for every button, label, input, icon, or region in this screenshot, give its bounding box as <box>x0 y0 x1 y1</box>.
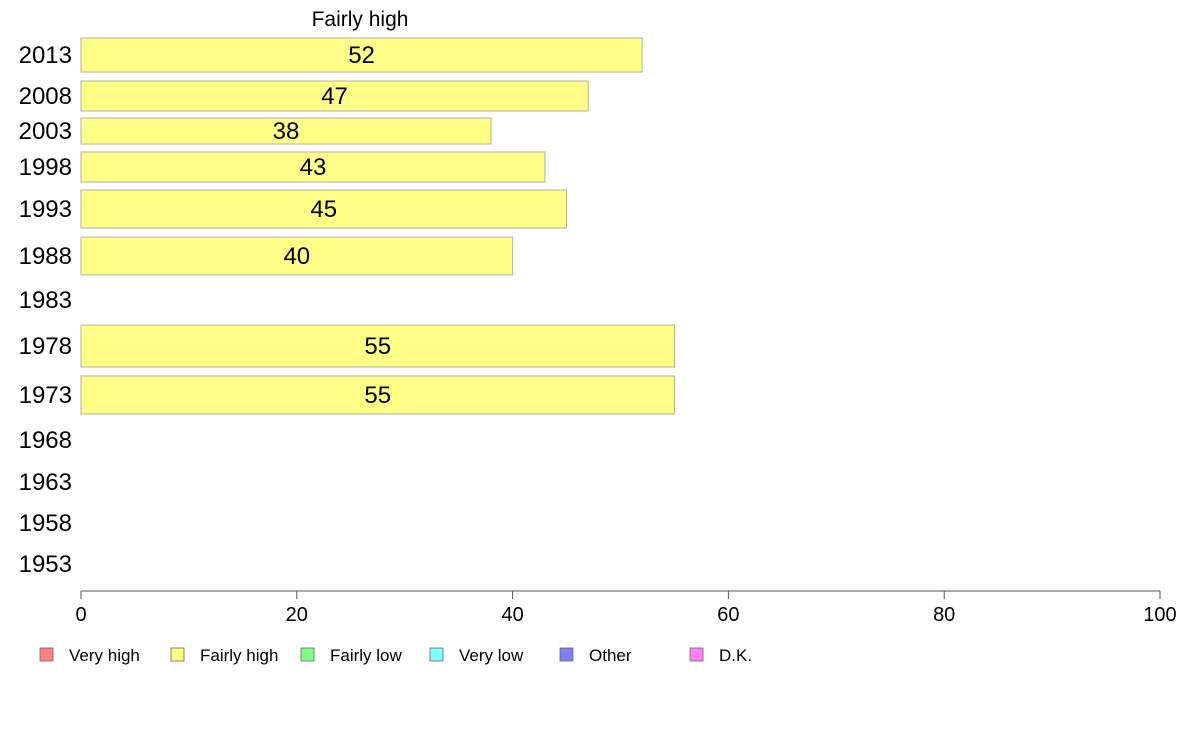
legend-label: Very high <box>69 646 140 665</box>
x-tick-label: 60 <box>717 604 739 626</box>
x-tick-label: 20 <box>286 604 308 626</box>
bar-value-label: 55 <box>364 382 391 409</box>
y-tick-label: 1963 <box>19 469 72 496</box>
y-tick-label: 1953 <box>19 551 72 578</box>
bar <box>80 117 492 145</box>
y-tick-label: 1993 <box>19 196 72 223</box>
legend-item: Other <box>559 646 632 665</box>
chart-title: Fairly high <box>312 8 409 31</box>
legend-item: Fairly high <box>170 646 278 665</box>
legend-swatch <box>429 647 444 662</box>
bar-value-label: 55 <box>364 333 391 360</box>
x-tick-label: 80 <box>933 604 955 626</box>
legend-swatch <box>300 647 315 662</box>
legend-label: Very low <box>459 646 524 665</box>
bar <box>80 151 546 183</box>
legend-item: D.K. <box>689 646 752 665</box>
bar <box>80 37 643 73</box>
y-tick-label: 1988 <box>19 243 72 270</box>
legend-label: D.K. <box>719 646 752 665</box>
x-tick-label: 40 <box>501 604 523 626</box>
x-tick-label: 100 <box>1143 604 1176 626</box>
y-axis-labels: 2013 2008 2003 1998 1993 1988 1983 1978 1973 1968… <box>19 42 72 578</box>
legend: Very high Fairly high Fairly low Very low Ot… <box>39 646 752 665</box>
legend-item: Fairly low <box>300 646 403 665</box>
bar-value-label: 40 <box>283 243 310 270</box>
bar-value-label: 52 <box>348 42 375 69</box>
bar-value-label: 47 <box>321 83 348 110</box>
y-tick-label: 2013 <box>19 42 72 69</box>
bar-value-label: 38 <box>273 118 300 145</box>
legend-item: Very high <box>39 646 140 665</box>
y-tick-label: 1958 <box>19 510 72 537</box>
bar <box>80 375 675 415</box>
x-axis: 0 20 40 60 80 100 <box>75 590 1177 626</box>
bar-value-label: 43 <box>300 154 327 181</box>
legend-label: Fairly low <box>330 646 403 665</box>
legend-swatch <box>39 647 54 662</box>
legend-item: Very low <box>429 646 524 665</box>
y-tick-label: 1973 <box>19 382 72 409</box>
y-tick-label: 1968 <box>19 427 72 454</box>
x-tick-label: 0 <box>75 604 86 626</box>
y-tick-label: 1978 <box>19 333 72 360</box>
bar <box>80 236 514 276</box>
y-tick-label: 2003 <box>19 118 72 145</box>
bar <box>80 324 675 368</box>
bar <box>80 80 589 112</box>
legend-swatch <box>689 647 704 662</box>
y-tick-label: 1983 <box>19 287 72 314</box>
legend-label: Other <box>589 646 632 665</box>
bar <box>80 189 568 229</box>
bar-value-label: 45 <box>310 196 337 223</box>
y-tick-label: 1998 <box>19 154 72 181</box>
legend-swatch <box>559 647 574 662</box>
legend-swatch <box>170 647 185 662</box>
legend-label: Fairly high <box>200 646 278 665</box>
y-tick-label: 2008 <box>19 83 72 110</box>
